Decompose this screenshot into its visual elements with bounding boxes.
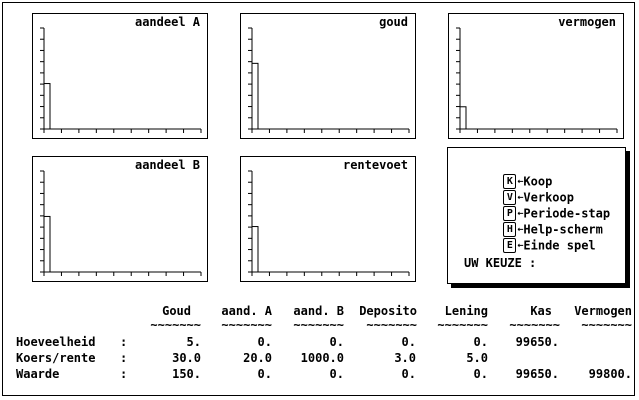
cell-waarde-kas: 99650. bbox=[515, 367, 559, 381]
header-underline: ~~~~~~~ bbox=[509, 318, 560, 332]
arrow-left-icon: ← bbox=[517, 224, 524, 235]
row-colon: : bbox=[120, 335, 128, 349]
column-header-vermogen: Vermogen bbox=[574, 304, 632, 318]
value-bar bbox=[251, 62, 259, 130]
menu-label: Einde spel bbox=[523, 238, 596, 253]
header-underline: ~~~~~~~ bbox=[437, 318, 488, 332]
chart-goud-plot bbox=[248, 27, 410, 133]
menu-item-verkoop[interactable]: V ←Verkoop bbox=[460, 176, 574, 219]
column-header-lening: Lening bbox=[444, 304, 488, 318]
chart-title: aandeel A bbox=[134, 15, 200, 29]
chart-rentevoet: rentevoet bbox=[240, 156, 416, 282]
menu-item-help-scherm[interactable]: H ←Help-scherm bbox=[460, 208, 603, 251]
cell-hoeveelheid-kas: 99650. bbox=[515, 335, 559, 349]
menu-item-einde-spel[interactable]: E ←Einde spel bbox=[460, 224, 596, 267]
cell-koers-lening: 5.0 bbox=[466, 351, 488, 365]
menu-label: Periode-stap bbox=[523, 206, 611, 221]
header-underline: ~~~~~~~ bbox=[221, 318, 272, 332]
arrow-left-icon: ← bbox=[517, 208, 524, 219]
header-underline: ~~~~~~~ bbox=[581, 318, 632, 332]
cell-waarde-vermogen: 99800. bbox=[588, 367, 632, 381]
key-e[interactable]: E bbox=[503, 238, 517, 253]
cell-hoeveelheid-goud: 5. bbox=[186, 335, 201, 349]
cell-hoeveelheid-aand-a: 0. bbox=[257, 335, 272, 349]
row-colon: : bbox=[120, 351, 128, 365]
cell-hoeveelheid-deposito: 0. bbox=[401, 335, 416, 349]
row-label-waarde: Waarde bbox=[16, 367, 60, 381]
input-prompt[interactable]: UW KEUZE : bbox=[464, 256, 537, 270]
menu-item-koop[interactable]: K ←Koop bbox=[460, 160, 552, 203]
cell-koers-deposito: 3.0 bbox=[394, 351, 416, 365]
column-header-deposito: Deposito bbox=[359, 304, 417, 318]
value-bar bbox=[251, 226, 259, 273]
cell-waarde-lening: 0. bbox=[473, 367, 488, 381]
chart-aandeel-b: aandeel B bbox=[32, 156, 208, 282]
header-underline: ~~~~~~~ bbox=[150, 318, 201, 332]
cell-waarde-goud: 150. bbox=[172, 367, 201, 381]
key-p[interactable]: P bbox=[503, 206, 517, 221]
screen-border bbox=[2, 2, 635, 396]
cell-waarde-aand-a: 0. bbox=[257, 367, 272, 381]
cell-koers-aand-b: 1000.0 bbox=[300, 351, 344, 365]
arrow-left-icon: ← bbox=[517, 240, 524, 251]
chart-title: rentevoet bbox=[342, 158, 408, 172]
key-k[interactable]: K bbox=[503, 174, 517, 189]
value-bar bbox=[43, 215, 51, 273]
cell-hoeveelheid-aand-b: 0. bbox=[329, 335, 344, 349]
command-menu: K ←Koop V ←Verkoop P ←Periode-stap H ←Help-s… bbox=[447, 147, 626, 284]
key-h[interactable]: H bbox=[503, 222, 517, 237]
arrow-left-icon: ← bbox=[517, 192, 524, 203]
chart-vermogen-plot bbox=[456, 27, 618, 133]
chart-goud: goud bbox=[240, 13, 416, 139]
chart-vermogen: vermogen bbox=[448, 13, 624, 139]
value-bar bbox=[43, 83, 51, 130]
row-colon: : bbox=[120, 367, 128, 381]
cell-waarde-aand-b: 0. bbox=[329, 367, 344, 381]
cell-waarde-deposito: 0. bbox=[401, 367, 416, 381]
cell-koers-goud: 30.0 bbox=[172, 351, 201, 365]
key-v[interactable]: V bbox=[503, 190, 517, 205]
chart-title: aandeel B bbox=[134, 158, 200, 172]
chart-title: vermogen bbox=[558, 15, 616, 29]
cell-hoeveelheid-lening: 0. bbox=[473, 335, 488, 349]
row-label-koers-rente: Koers/rente bbox=[16, 351, 96, 365]
column-header-kas: Kas bbox=[530, 304, 552, 318]
row-label-hoeveelheid: Hoeveelheid bbox=[16, 335, 96, 349]
chart-title: goud bbox=[379, 15, 408, 29]
header-underline: ~~~~~~~ bbox=[293, 318, 344, 332]
arrow-left-icon: ← bbox=[517, 176, 524, 187]
column-header-goud: Goud bbox=[162, 304, 191, 318]
chart-rentevoet-plot bbox=[248, 170, 410, 276]
chart-aandeel-a-plot bbox=[40, 27, 202, 133]
menu-item-periode-stap[interactable]: P ←Periode-stap bbox=[460, 192, 610, 235]
menu-label: Verkoop bbox=[523, 190, 574, 205]
column-header-aand-b: aand. B bbox=[293, 304, 344, 318]
chart-aandeel-b-plot bbox=[40, 170, 202, 276]
value-bar bbox=[459, 106, 467, 130]
column-header-aand-a: aand. A bbox=[221, 304, 272, 318]
cell-koers-aand-a: 20.0 bbox=[243, 351, 272, 365]
menu-label: Help-scherm bbox=[523, 222, 603, 237]
header-underline: ~~~~~~~ bbox=[366, 318, 417, 332]
chart-aandeel-a: aandeel A bbox=[32, 13, 208, 139]
menu-label: Koop bbox=[523, 174, 553, 189]
